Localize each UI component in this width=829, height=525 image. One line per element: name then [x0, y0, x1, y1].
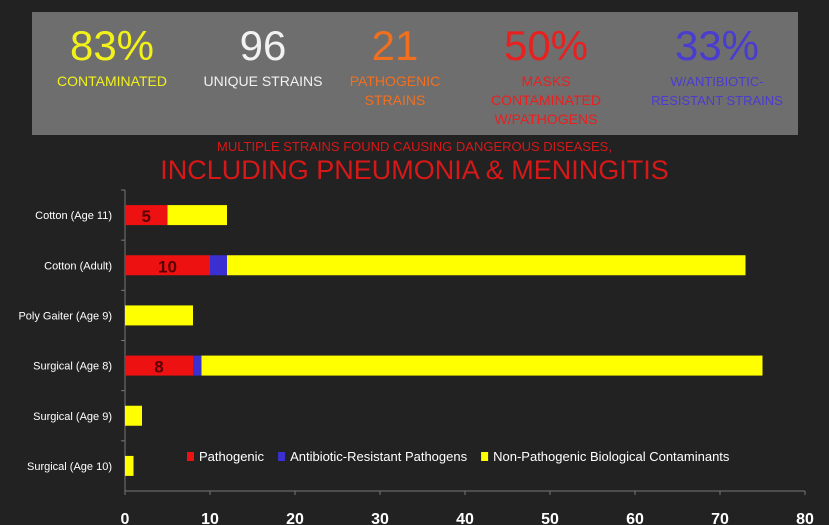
stat-value: 50% — [503, 22, 589, 69]
stats-panel: 83% CONTAMINATED 96 UNIQUE STRAINS 21 PATHO… — [32, 12, 798, 135]
bar-segment — [193, 355, 202, 376]
stat-unique-strains: 96 UNIQUE STRAINS — [190, 22, 336, 91]
category-label: Surgical (Age 10) — [27, 461, 112, 473]
legend-swatch — [481, 452, 489, 461]
stat-contaminated: 83% CONTAMINATED — [32, 22, 192, 91]
bar-segment — [125, 355, 193, 376]
bar-segment — [125, 205, 168, 226]
bar-segment — [210, 255, 227, 276]
x-tick-label: 40 — [456, 511, 474, 525]
x-tick-label: 20 — [286, 511, 304, 525]
legend-swatch — [187, 452, 194, 461]
legend-label: Non-Pathogenic Biological Contaminants — [493, 449, 730, 464]
bar-segment — [125, 455, 134, 476]
x-tick-label: 80 — [796, 511, 814, 525]
category-label: Surgical (Age 9) — [33, 411, 112, 423]
legend-label: Pathogenic — [199, 449, 265, 464]
category-label: Cotton (Adult) — [44, 260, 112, 272]
x-tick-label: 70 — [711, 511, 729, 525]
stat-label: MASKS CONTAMINATED W/PATHOGENS — [491, 73, 601, 127]
data-label: 10 — [158, 257, 177, 276]
category-label: Cotton (Age 11) — [35, 210, 112, 222]
stat-label: UNIQUE STRAINS — [203, 73, 323, 89]
legend-label: Antibiotic-Resistant Pathogens — [290, 449, 468, 464]
stat-masks-pathogens: 50% MASKS CONTAMINATED W/PATHOGENS — [456, 22, 636, 129]
subtitle: MULTIPLE STRAINS FOUND CAUSING DANGEROUS… — [217, 139, 612, 154]
bar-segment — [201, 355, 763, 376]
legend-swatch — [278, 452, 286, 461]
stat-value: 33% — [674, 22, 760, 69]
bar-segment — [125, 405, 142, 426]
data-label: 5 — [142, 207, 151, 226]
bar-segment — [167, 205, 227, 226]
stat-label: CONTAMINATED — [57, 73, 167, 89]
bar-segment — [125, 255, 210, 276]
stat-value: 21 — [371, 22, 419, 69]
stat-pathogenic: 21 PATHOGENIC STRAINS — [340, 22, 450, 110]
data-label: 8 — [154, 358, 163, 377]
category-label: Poly Gaiter (Age 9) — [18, 310, 112, 322]
stat-value: 96 — [239, 22, 287, 69]
stat-antibiotic-resistant: 33% W/ANTIBIOTIC-RESISTANT STRAINS — [642, 22, 792, 110]
x-tick-label: 30 — [371, 511, 389, 525]
x-tick-label: 50 — [541, 511, 559, 525]
x-tick-label: 60 — [626, 511, 644, 525]
bar-segment — [227, 255, 746, 276]
category-label: Surgical (Age 8) — [33, 361, 112, 373]
x-tick-label: 0 — [121, 511, 130, 525]
x-tick-label: 10 — [201, 511, 219, 525]
stat-label: W/ANTIBIOTIC-RESISTANT STRAINS — [651, 74, 783, 108]
headline: INCLUDING PNEUMONIA & MENINGITIS — [160, 155, 669, 185]
stat-label: PATHOGENIC STRAINS — [349, 73, 441, 108]
bar-segment — [125, 305, 193, 326]
stat-value: 83% — [69, 22, 155, 69]
